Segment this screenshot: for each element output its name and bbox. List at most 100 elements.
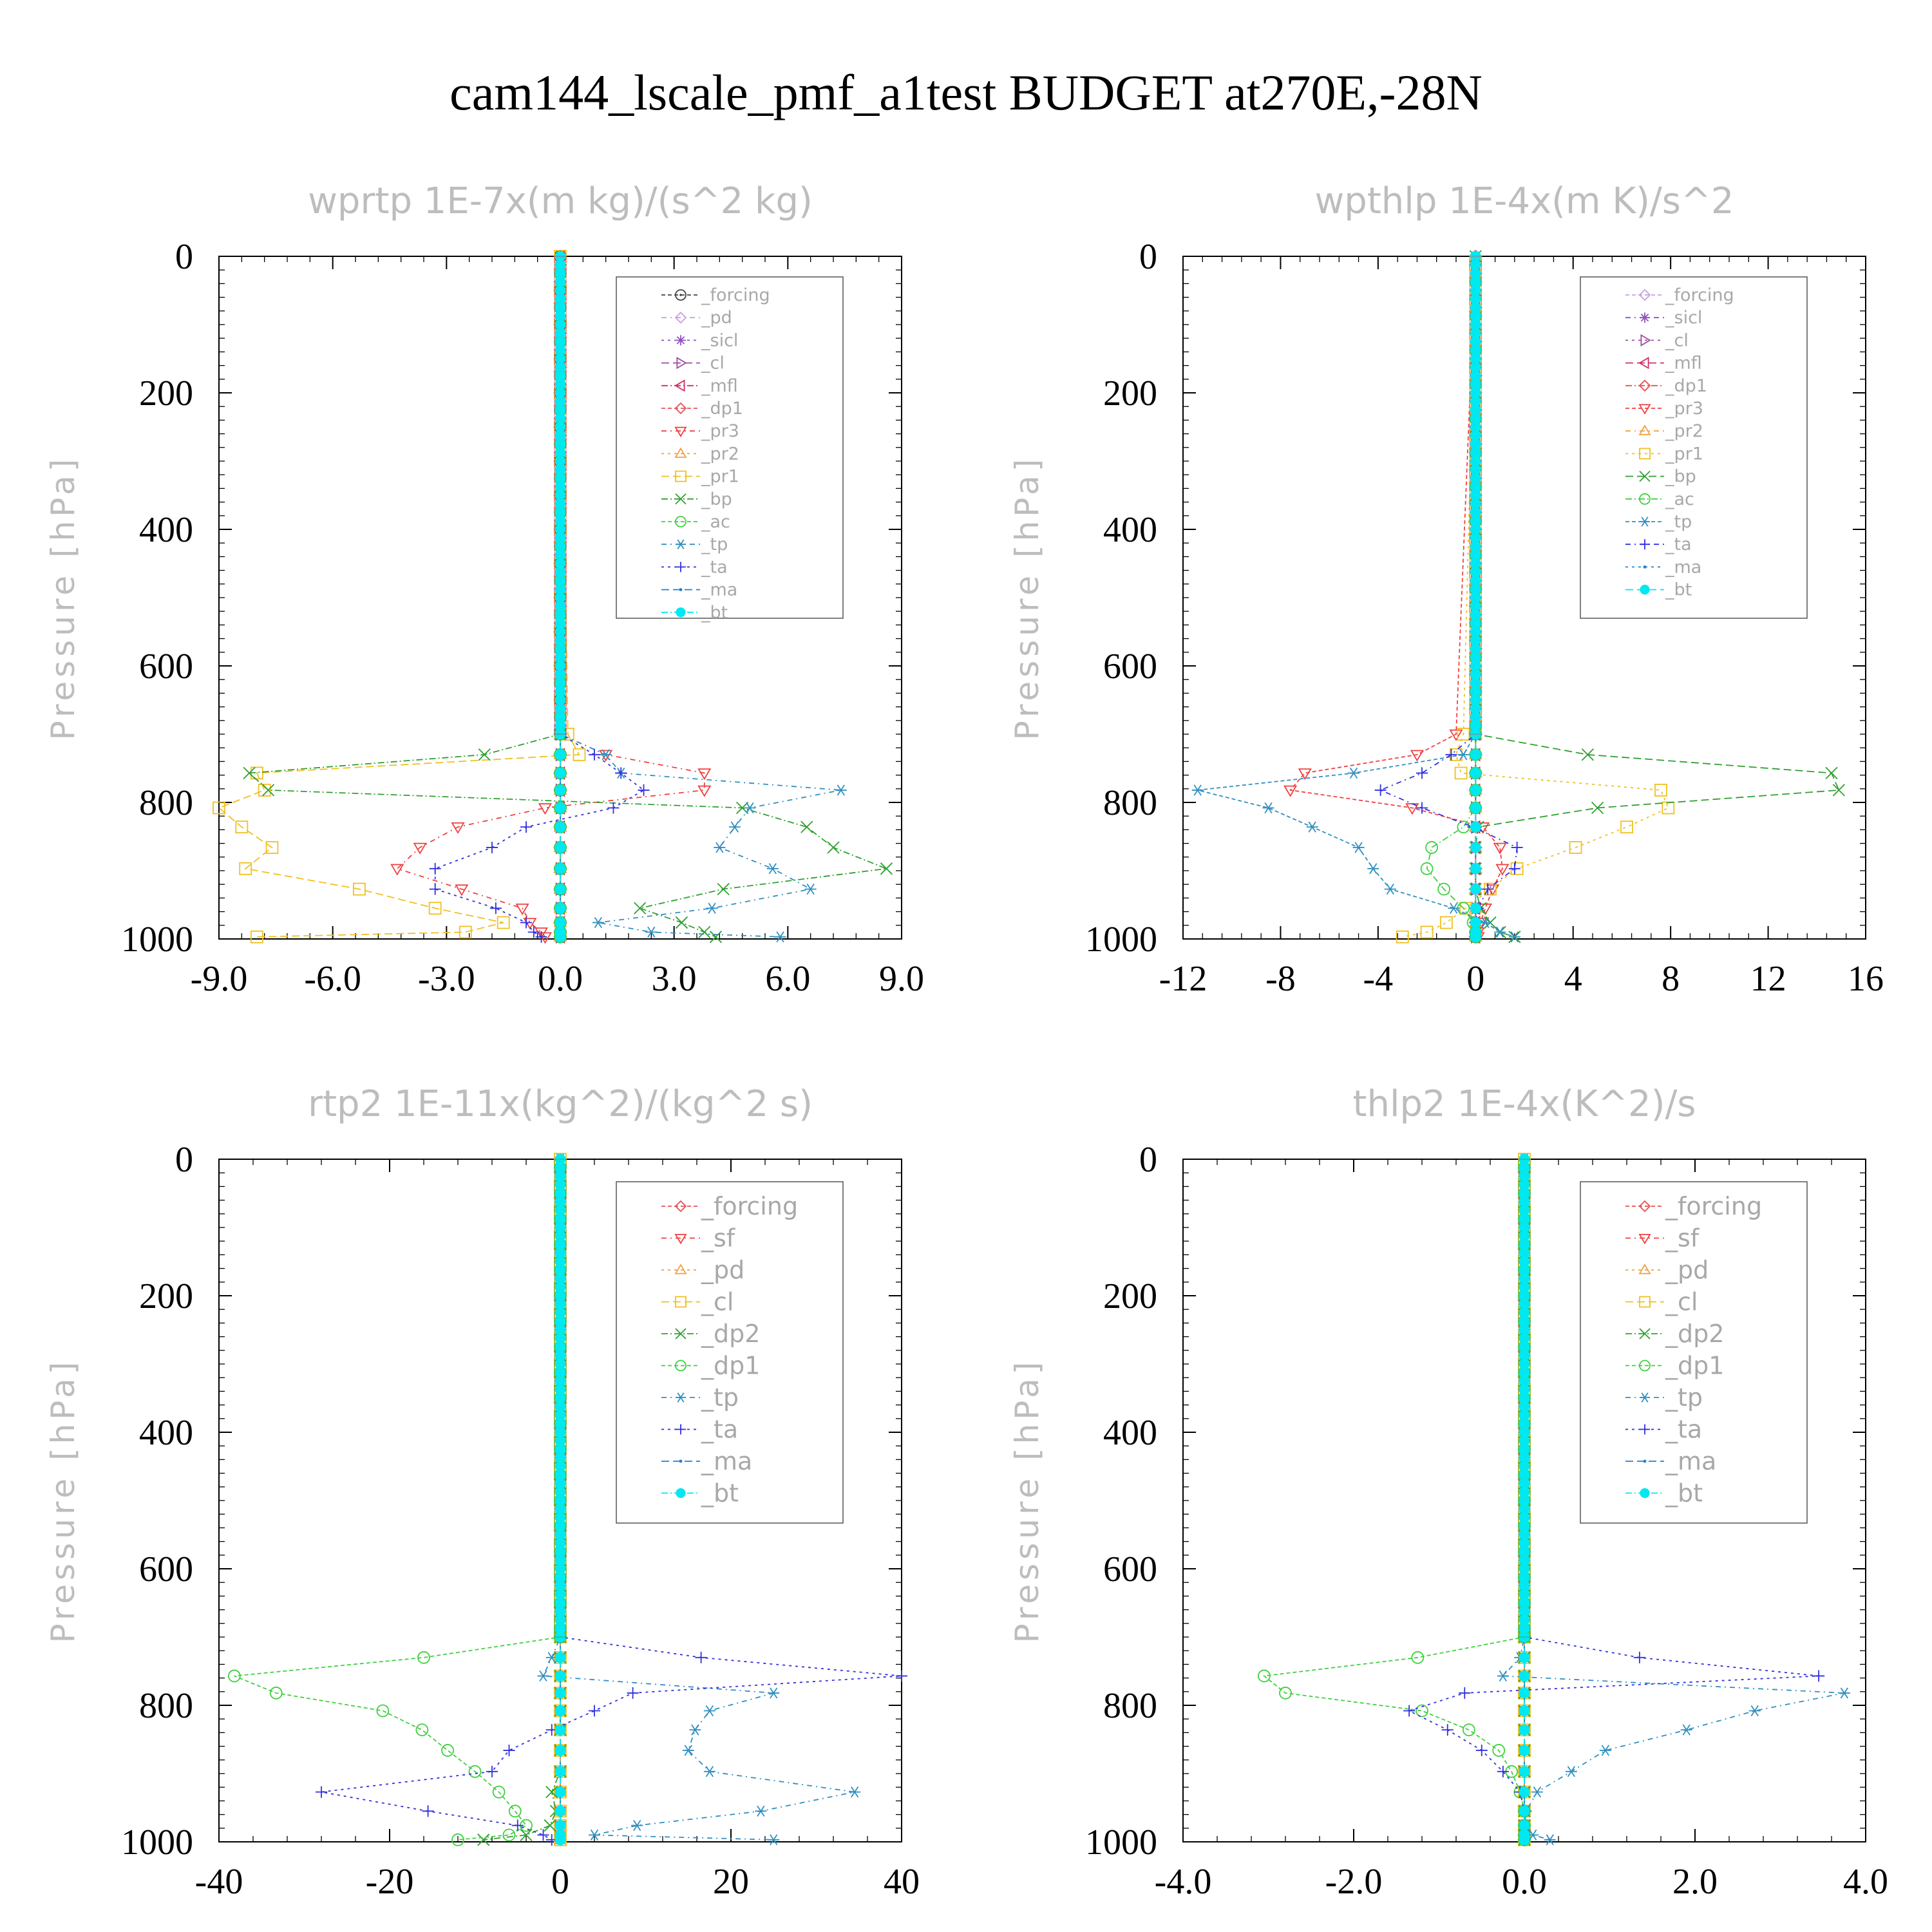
data-point	[428, 902, 442, 915]
data-point	[554, 1724, 566, 1736]
data-point	[1640, 1392, 1650, 1403]
data-point	[554, 1670, 566, 1681]
data-point	[554, 1358, 566, 1370]
y-tick-label: 800	[139, 783, 193, 823]
data-point	[554, 1571, 566, 1583]
data-point	[554, 1546, 566, 1558]
data-point	[554, 379, 566, 390]
data-point	[554, 549, 566, 561]
data-point	[554, 464, 566, 475]
data-point	[1470, 310, 1481, 322]
data-point	[1519, 1589, 1530, 1600]
data-point	[455, 884, 469, 896]
data-point	[1470, 327, 1481, 339]
data-point	[755, 1805, 767, 1817]
data-point	[554, 1580, 566, 1592]
data-point	[1374, 784, 1387, 796]
data-point	[508, 1804, 522, 1818]
legend-label: _ta	[1665, 1416, 1702, 1444]
data-point	[554, 1204, 566, 1217]
data-point	[554, 301, 566, 314]
legend-item: _dp1	[1625, 376, 1707, 396]
data-point	[1470, 694, 1481, 706]
data-point	[1519, 1537, 1530, 1549]
data-point	[1448, 902, 1460, 914]
panel-title: wpthlp 1E-4x(m K)/s^2	[1314, 180, 1734, 222]
data-point	[261, 784, 275, 797]
data-point	[674, 379, 685, 392]
y-tick-label: 0	[1139, 237, 1157, 277]
data-point	[1470, 609, 1481, 621]
data-point	[1470, 703, 1481, 714]
data-point	[554, 1766, 566, 1777]
y-tick-label: 400	[139, 510, 193, 550]
data-point	[1519, 1204, 1530, 1217]
data-point	[589, 1829, 600, 1841]
data-point	[706, 902, 718, 914]
zero-band	[1518, 1159, 1531, 1638]
data-point	[589, 1705, 600, 1717]
legend-label: _dp2	[1665, 1320, 1724, 1348]
data-point	[675, 916, 688, 929]
data-point	[1638, 289, 1651, 301]
data-point	[1470, 583, 1481, 595]
data-point	[554, 370, 566, 382]
y-axis-label: Pressure [hPa]	[1009, 455, 1046, 741]
data-point	[1638, 404, 1651, 415]
legend-item: _ma	[661, 580, 737, 600]
legend-label: _ma	[1665, 1447, 1716, 1475]
data-point	[554, 1341, 566, 1353]
data-point	[1384, 884, 1396, 895]
data-point	[554, 1384, 566, 1396]
data-point	[1640, 585, 1650, 595]
data-point	[554, 767, 566, 779]
data-point	[1470, 677, 1481, 689]
data-point	[554, 293, 566, 305]
data-point	[1470, 345, 1481, 356]
data-point	[676, 562, 686, 573]
data-point	[638, 784, 650, 796]
data-point	[675, 516, 687, 527]
data-point	[1640, 312, 1650, 323]
legend-label: _mfl	[701, 376, 738, 396]
y-tick-label: 1000	[121, 920, 193, 960]
x-tick-label: 0.0	[538, 959, 583, 999]
data-point	[554, 660, 566, 672]
legend-item: _pr3	[1625, 399, 1703, 419]
data-point	[554, 1461, 566, 1472]
legend-item: _bt	[1625, 580, 1692, 600]
data-point	[554, 1477, 566, 1490]
data-point	[554, 1495, 566, 1506]
data-point	[1519, 1418, 1530, 1430]
legend-item: _dp1	[1625, 1352, 1724, 1380]
data-point	[1482, 883, 1494, 895]
y-axis-label: Pressure [hPa]	[44, 455, 82, 741]
data-point	[554, 1705, 566, 1717]
data-point	[1519, 1367, 1530, 1378]
data-point	[675, 1359, 687, 1372]
data-point	[1519, 1511, 1530, 1524]
data-point	[1519, 1350, 1530, 1361]
data-point	[1470, 626, 1481, 638]
data-point	[1643, 1459, 1647, 1463]
data-point	[1470, 276, 1481, 288]
data-point	[1519, 1766, 1530, 1777]
panel-thlp2: thlp2 1E-4x(K^2)/s Pressure [hPa] -4.0 -2.0…	[1009, 1083, 1888, 1902]
legend-item: _forcing	[1625, 1192, 1762, 1220]
legend-item: _tp	[661, 1383, 739, 1412]
y-tick-label: 1000	[1085, 920, 1157, 960]
data-point	[1639, 470, 1651, 482]
data-point	[1638, 1234, 1651, 1245]
legend-label: _cl	[701, 1288, 734, 1316]
data-point	[554, 353, 566, 365]
data-point	[554, 327, 566, 339]
data-point	[1519, 1290, 1530, 1302]
legend-item: _ta	[661, 1416, 738, 1444]
y-tick-label: 0	[175, 1140, 193, 1180]
data-point	[1680, 1724, 1692, 1736]
data-point	[1519, 1503, 1530, 1515]
data-point	[728, 821, 741, 833]
data-point	[497, 916, 510, 929]
y-tick-label: 1000	[1085, 1823, 1157, 1862]
data-point	[486, 841, 498, 853]
